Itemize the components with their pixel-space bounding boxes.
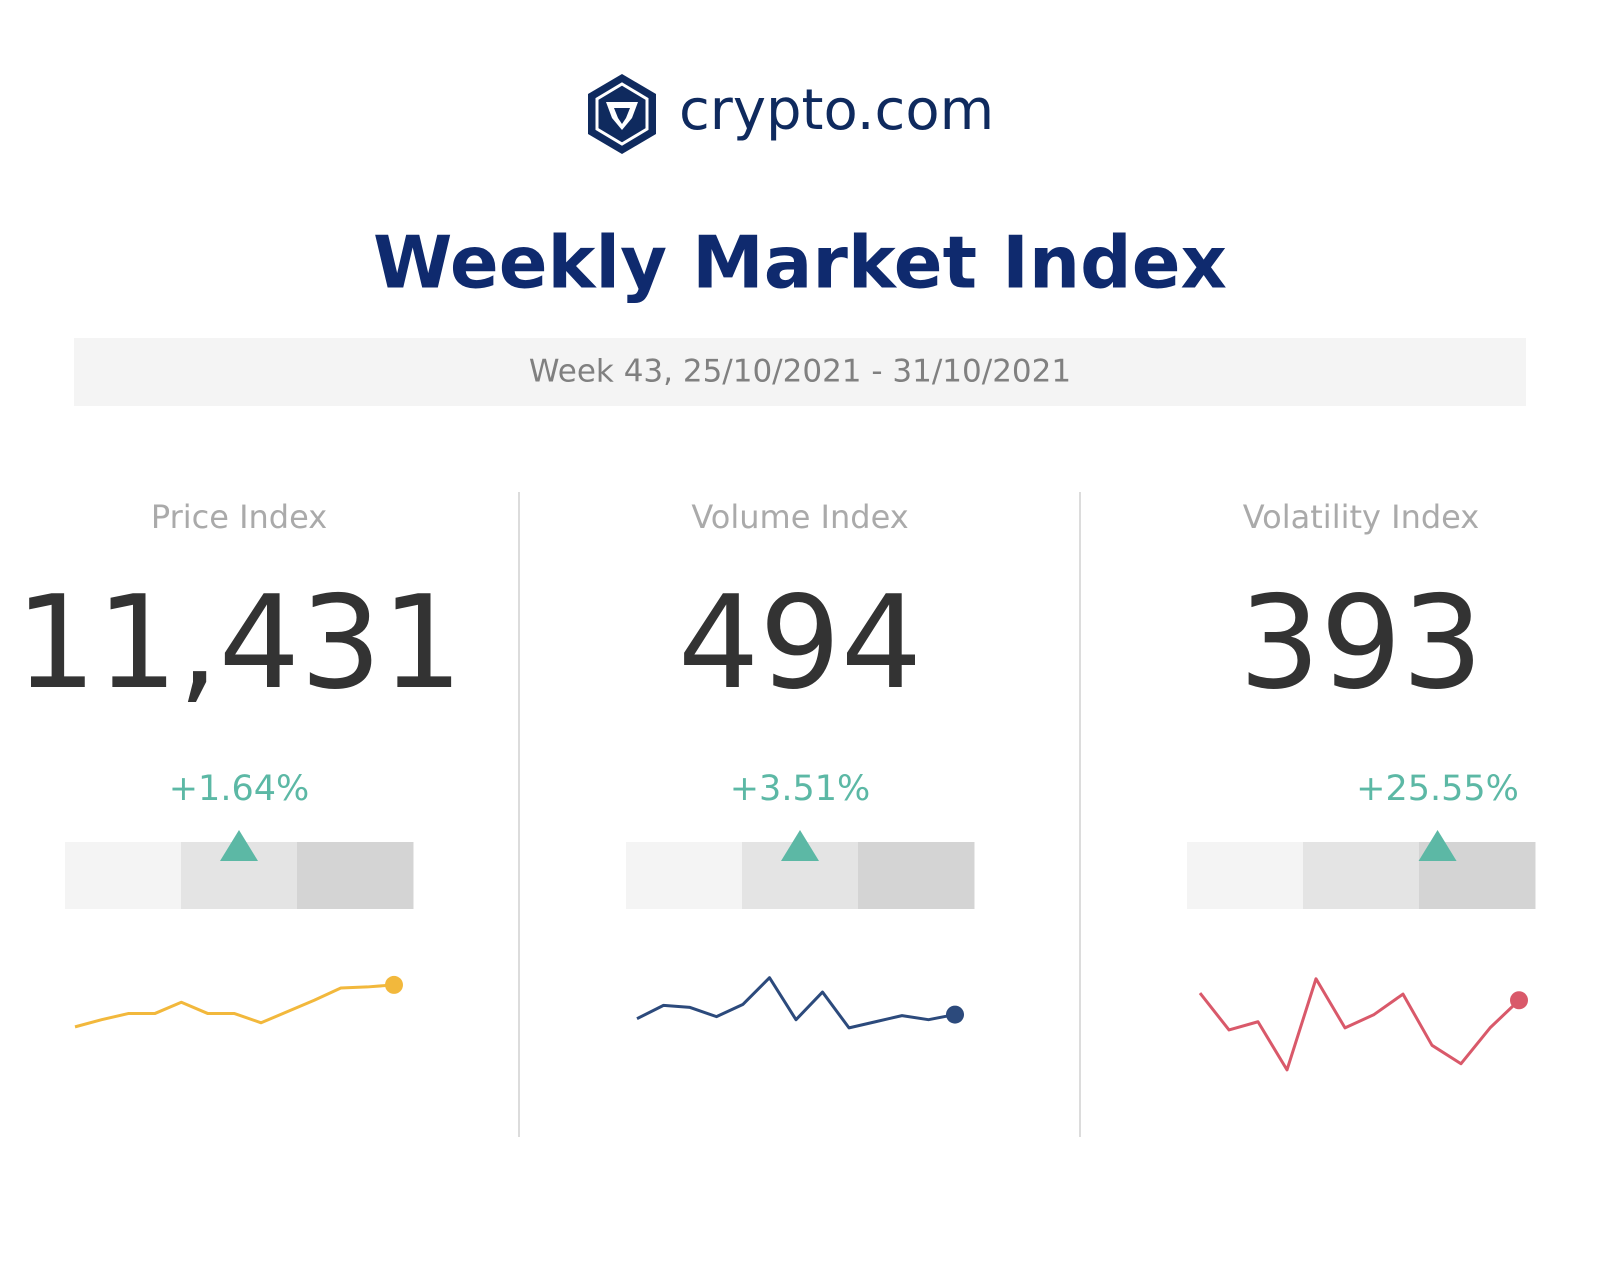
sparkline-end-dot	[385, 975, 403, 994]
gauge-segment	[65, 842, 182, 909]
gauge-segment	[858, 842, 975, 909]
sparkline	[74, 983, 395, 1029]
gauge-segment	[1303, 842, 1420, 909]
sparkline	[636, 976, 956, 1030]
title: Weekly Market Index	[373, 221, 1227, 305]
logo-text: crypto.com	[679, 78, 994, 143]
sparkline-end-dot	[946, 1005, 964, 1024]
subtitle: Week 43, 25/10/2021 - 31/10/2021	[529, 354, 1071, 390]
panel-label: Volume Index	[691, 498, 908, 536]
logo-lion-face	[614, 108, 630, 124]
gauge-indicator	[1418, 830, 1457, 861]
logo	[588, 74, 656, 154]
subtitle-bar	[74, 338, 1526, 406]
logo-inner	[595, 82, 649, 146]
gauge-indicator	[781, 830, 819, 861]
panel-change: +25.55%	[1356, 769, 1519, 809]
panel-value: 393	[1239, 569, 1483, 718]
gauge-indicator	[220, 830, 258, 861]
panel-label: Volatility Index	[1243, 498, 1479, 536]
sparkline	[1198, 977, 1521, 1072]
panel-label: Price Index	[151, 498, 327, 536]
panels: Price Index 11,431 +1.64% Volume Index 494 +3…	[15, 498, 1536, 1072]
panel-change: +3.51%	[730, 769, 871, 809]
sparkline-end-dot	[1510, 991, 1528, 1010]
gauge-segment	[626, 842, 743, 909]
gauge-segment	[297, 842, 414, 909]
panel-change: +1.64%	[169, 769, 310, 809]
panel-value: 11,431	[15, 569, 463, 718]
panel-value: 494	[678, 569, 922, 718]
gauge-segment	[1187, 842, 1304, 909]
